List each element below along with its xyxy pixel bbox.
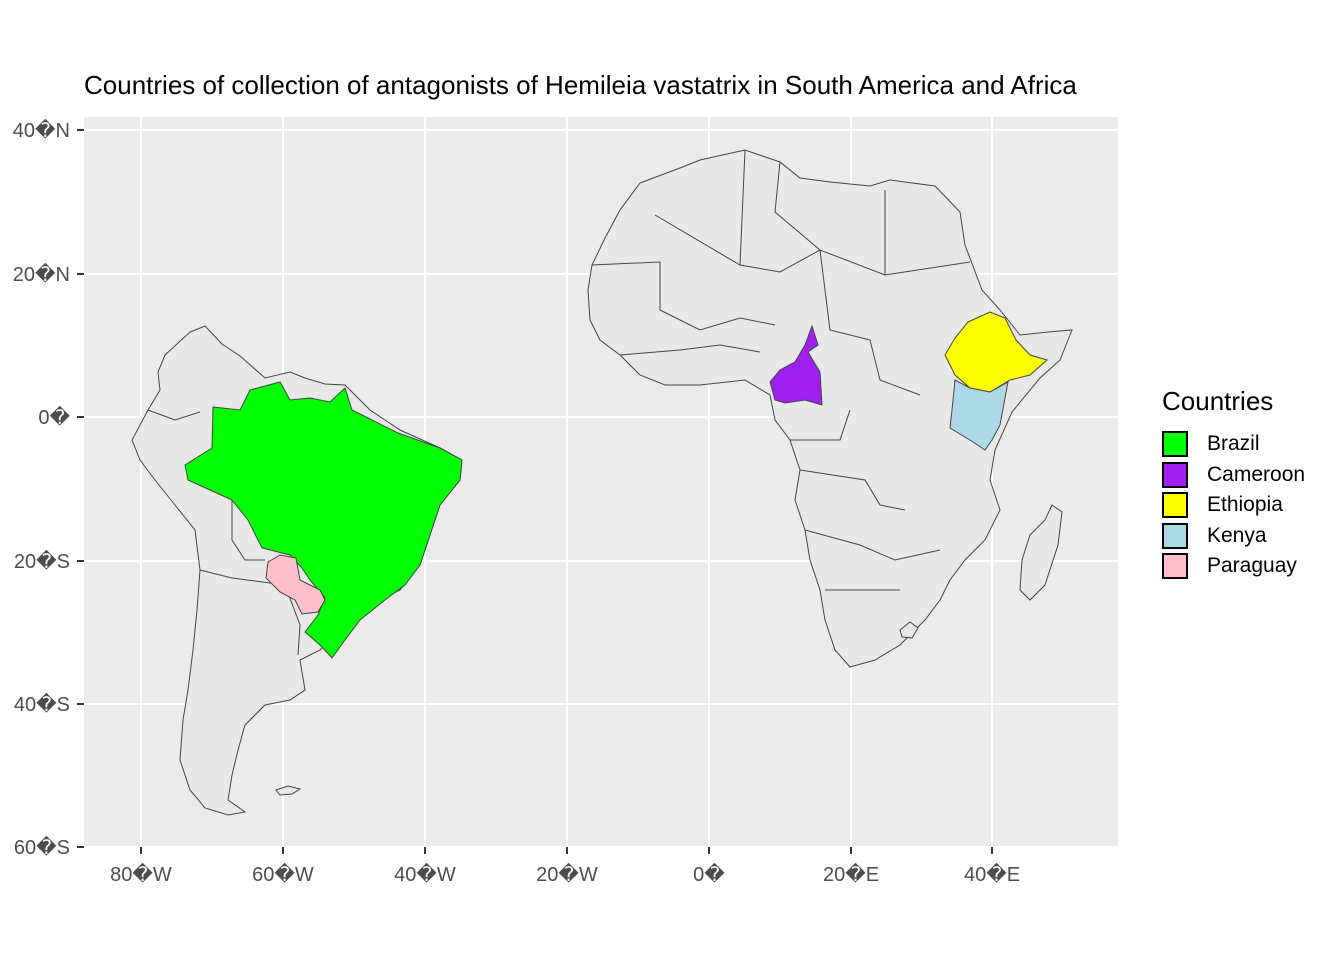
madagascar bbox=[1019, 504, 1063, 601]
legend-swatch bbox=[1162, 461, 1188, 488]
legend-swatch bbox=[1162, 522, 1188, 549]
legend-item-cameroon: Cameroon bbox=[1162, 460, 1305, 491]
legend-label: Paraguay bbox=[1207, 554, 1297, 578]
legend-item-kenya: Kenya bbox=[1162, 521, 1305, 552]
x-tick-label: 20�W bbox=[536, 862, 598, 886]
x-tick-label: 0� bbox=[693, 862, 725, 886]
falkland-islands bbox=[275, 785, 302, 796]
lesotho bbox=[899, 621, 919, 639]
y-tick-label: 0� bbox=[38, 405, 70, 429]
axis-ticks bbox=[77, 129, 993, 854]
legend-title: Countries bbox=[1162, 386, 1274, 416]
x-tick-label: 40�W bbox=[394, 862, 456, 886]
africa-landmass bbox=[587, 149, 1073, 668]
legend-label: Cameroon bbox=[1207, 462, 1306, 486]
y-tick-label: 40�S bbox=[14, 692, 70, 716]
country-ethiopia[interactable] bbox=[944, 311, 1049, 393]
y-tick-label: 60�S bbox=[14, 835, 70, 859]
x-tick-label: 20�E bbox=[823, 862, 879, 886]
x-tick-label: 40�E bbox=[964, 862, 1020, 886]
y-tick-label: 20�S bbox=[14, 549, 70, 573]
legend-swatch bbox=[1162, 431, 1188, 458]
country-cameroon[interactable] bbox=[769, 324, 823, 406]
africa-borders bbox=[591, 149, 971, 591]
legend-label: Ethiopia bbox=[1207, 493, 1283, 517]
legend-item-ethiopia: Ethiopia bbox=[1162, 490, 1305, 521]
legend-label: Brazil bbox=[1207, 432, 1260, 456]
country-kenya[interactable] bbox=[949, 379, 1009, 451]
chart-title: Countries of collection of antagonists o… bbox=[84, 70, 1077, 100]
country-paraguay[interactable] bbox=[265, 554, 326, 615]
legend: Countries Brazil Cameroon Ethiopia Kenya… bbox=[1162, 386, 1305, 582]
legend-item-brazil: Brazil bbox=[1162, 429, 1305, 460]
y-tick-label: 20�N bbox=[13, 262, 70, 286]
y-tick-label: 40�N bbox=[13, 118, 70, 142]
legend-item-paraguay: Paraguay bbox=[1162, 551, 1305, 582]
legend-label: Kenya bbox=[1207, 523, 1267, 547]
legend-swatch bbox=[1162, 553, 1188, 580]
x-tick-label: 80�W bbox=[110, 862, 172, 886]
legend-swatch bbox=[1162, 492, 1188, 519]
x-tick-label: 60�W bbox=[252, 862, 314, 886]
country-brazil[interactable] bbox=[184, 381, 463, 659]
